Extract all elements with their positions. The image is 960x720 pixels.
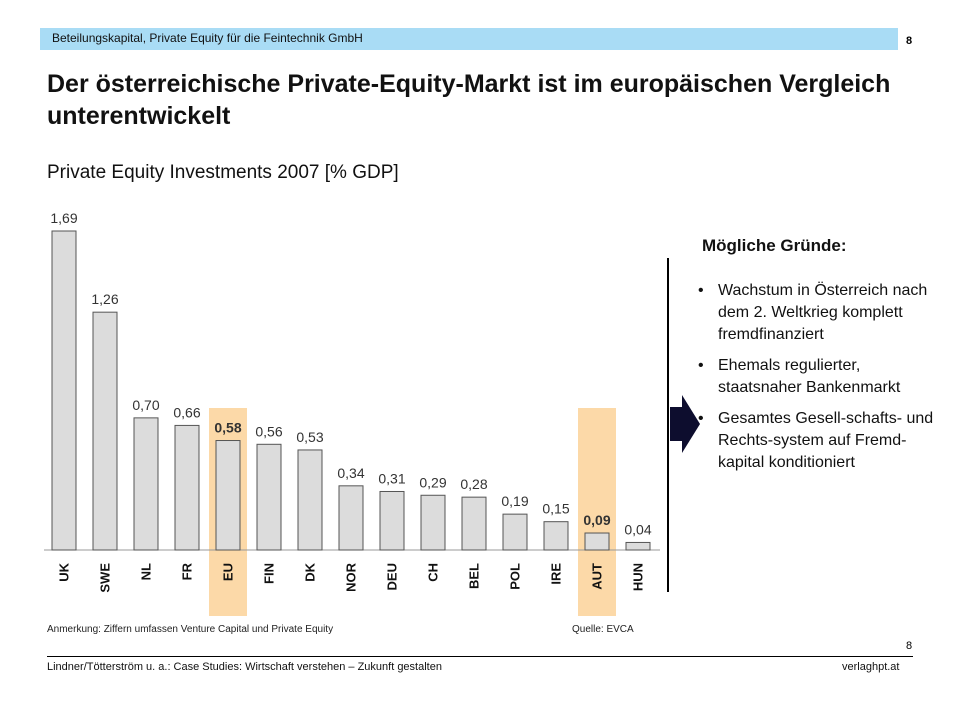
highlight-band-aut xyxy=(578,408,616,616)
reason-item: Wachstum in Österreich nach dem 2. Weltk… xyxy=(696,280,936,346)
bar-ire xyxy=(543,521,569,551)
category-label-eu: EU xyxy=(221,563,236,581)
arrow-right-icon xyxy=(670,395,700,458)
slide-title: Der österreichische Private-Equity-Markt… xyxy=(47,70,891,130)
bar-pol xyxy=(502,513,528,551)
chart-title: Private Equity Investments 2007 [% GDP] xyxy=(47,162,399,183)
bar-nl xyxy=(133,417,159,551)
footer-citation: Lindner/Tötterström u. a.: Case Studies:… xyxy=(47,661,442,673)
value-label-eu: 0,58 xyxy=(214,420,241,436)
category-label-deu: DEU xyxy=(385,563,400,590)
category-label-fin: FIN xyxy=(262,563,277,584)
category-label-fr: FR xyxy=(180,562,195,580)
bar-swe xyxy=(92,311,118,551)
category-label-ch: CH xyxy=(426,563,441,582)
bar-ch xyxy=(420,494,446,551)
header-text: Beteilungskapital, Private Equity für di… xyxy=(52,31,363,45)
value-label-dk: 0,53 xyxy=(296,429,323,445)
category-label-nl: NL xyxy=(139,563,154,580)
category-label-ire: IRE xyxy=(549,563,564,585)
bar-bel xyxy=(461,496,487,551)
value-label-fr: 0,66 xyxy=(173,404,200,420)
category-label-bel: BEL xyxy=(467,563,482,589)
category-label-dk: DK xyxy=(303,562,318,581)
category-label-aut: AUT xyxy=(590,563,605,590)
reasons-title: Mögliche Gründe: xyxy=(702,236,847,255)
bar-deu xyxy=(379,490,405,551)
bar-eu xyxy=(215,440,241,551)
value-label-bel: 0,28 xyxy=(460,476,487,492)
value-label-ire: 0,15 xyxy=(542,501,569,517)
bar-fr xyxy=(174,424,200,551)
header-bar xyxy=(40,28,898,50)
chart-source: Quelle: EVCA xyxy=(572,624,634,635)
vertical-divider xyxy=(667,258,669,592)
bar-uk xyxy=(51,230,77,551)
value-label-hun: 0,04 xyxy=(624,521,651,537)
value-label-pol: 0,19 xyxy=(501,493,528,509)
page-number-top: 8 xyxy=(906,35,913,47)
value-label-aut: 0,09 xyxy=(583,512,610,528)
value-label-nor: 0,34 xyxy=(337,465,364,481)
category-label-hun: HUN xyxy=(631,563,646,591)
bar-fin xyxy=(256,443,282,551)
value-label-fin: 0,56 xyxy=(255,423,282,439)
footer-divider xyxy=(47,656,913,657)
value-label-ch: 0,29 xyxy=(419,474,446,490)
category-label-swe: SWE xyxy=(98,563,113,593)
category-label-uk: UK xyxy=(57,562,72,581)
value-label-swe: 1,26 xyxy=(91,291,118,307)
bar-dk xyxy=(297,449,323,551)
page-number-bottom: 8 xyxy=(906,640,913,652)
value-label-nl: 0,70 xyxy=(132,397,159,413)
bar-hun xyxy=(625,541,651,551)
category-label-pol: POL xyxy=(508,563,523,590)
reason-item: Gesamtes Gesell-schafts- und Rechts-syst… xyxy=(696,408,936,474)
reasons-list: Wachstum in Österreich nach dem 2. Weltk… xyxy=(696,280,936,483)
bar-nor xyxy=(338,485,364,551)
footer-publisher: verlaghpt.at xyxy=(842,661,900,673)
value-label-uk: 1,69 xyxy=(50,210,77,226)
chart-note: Anmerkung: Ziffern umfassen Venture Capi… xyxy=(47,624,334,635)
category-label-nor: NOR xyxy=(344,562,359,592)
value-label-deu: 0,31 xyxy=(378,470,405,486)
bar-chart: 1,69 UK 1,26 SWE 0,70 NL 0,66 FR 0,58 EU 0,56 FIN 0,… xyxy=(44,210,660,616)
reason-item: Ehemals regulierter, staatsnaher Bankenm… xyxy=(696,355,936,399)
bar-aut xyxy=(584,532,610,551)
